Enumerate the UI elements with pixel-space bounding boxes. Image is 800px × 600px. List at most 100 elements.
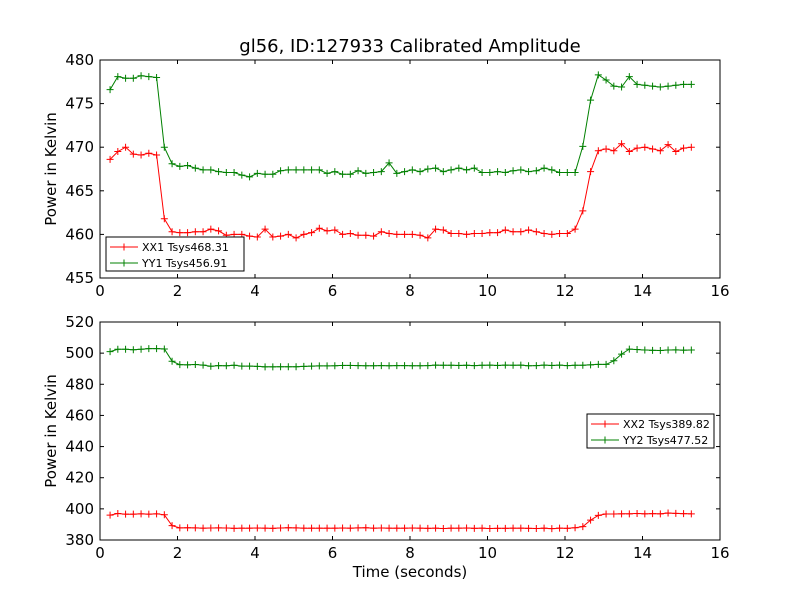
- bottom-data-point: [447, 361, 455, 369]
- top-data-point: [687, 80, 695, 88]
- top-x-tick-label: 6: [328, 282, 338, 300]
- top-series-line-0: [109, 143, 692, 239]
- bottom-data-point: [556, 361, 564, 369]
- top-data-point: [292, 234, 300, 242]
- bottom-data-point: [331, 524, 339, 532]
- bottom-data-point: [470, 524, 478, 532]
- top-data-point: [610, 147, 618, 155]
- top-data-point: [532, 228, 540, 236]
- top-data-point: [308, 166, 316, 174]
- bottom-y-axis-label: Power in Kelvin: [42, 374, 60, 488]
- bottom-data-point: [680, 510, 688, 518]
- bottom-data-point: [486, 524, 494, 532]
- bottom-data-point: [517, 361, 525, 369]
- top-data-point: [416, 168, 424, 176]
- bottom-data-point: [354, 524, 362, 532]
- bottom-data-point: [579, 523, 587, 531]
- top-data-point: [331, 226, 339, 234]
- top-data-point: [470, 164, 478, 172]
- top-data-point: [300, 230, 308, 238]
- top-data-point: [153, 151, 161, 159]
- bottom-data-point: [625, 510, 633, 518]
- top-data-point: [439, 226, 447, 234]
- top-data-point: [315, 224, 323, 232]
- top-data-point: [284, 166, 292, 174]
- top-data-point: [463, 166, 471, 174]
- bottom-data-point: [191, 361, 199, 369]
- top-data-point: [176, 229, 184, 237]
- bottom-data-point: [594, 511, 602, 519]
- top-data-point: [571, 225, 579, 233]
- bottom-data-point: [261, 524, 269, 532]
- top-data-point: [494, 168, 502, 176]
- bottom-data-point: [137, 345, 145, 353]
- top-data-point: [447, 230, 455, 238]
- bottom-data-point: [339, 361, 347, 369]
- bottom-data-point: [385, 362, 393, 370]
- bottom-data-point: [137, 510, 145, 518]
- bottom-data-point: [238, 524, 246, 532]
- top-data-point: [292, 166, 300, 174]
- top-data-point: [230, 168, 238, 176]
- bottom-data-point: [393, 524, 401, 532]
- top-data-point: [184, 162, 192, 170]
- bottom-data-point: [284, 524, 292, 532]
- top-data-point: [563, 168, 571, 176]
- bottom-data-point: [416, 524, 424, 532]
- top-data-point: [106, 86, 114, 94]
- bottom-y-tick-label: 440: [65, 438, 94, 456]
- bottom-data-point: [184, 361, 192, 369]
- bottom-data-point: [672, 346, 680, 354]
- bottom-data-point: [641, 346, 649, 354]
- top-data-point: [269, 233, 277, 241]
- bottom-data-point: [455, 524, 463, 532]
- bottom-data-point: [563, 524, 571, 532]
- bottom-data-point: [377, 362, 385, 370]
- chart-bottom: 0 2 4 6 8 10 12 14 16 380 400 420 440 460 480 500 520 Pow…: [42, 313, 730, 581]
- bottom-data-point: [610, 357, 618, 365]
- top-legend-marker: [120, 259, 128, 267]
- top-data-point: [199, 228, 207, 236]
- top-data-point: [463, 230, 471, 238]
- top-data-point: [137, 72, 145, 80]
- bottom-legend: XX2 Tsys389.82 YY2 Tsys477.52: [586, 413, 715, 449]
- bottom-data-point: [215, 524, 223, 532]
- bottom-legend-marker: [601, 420, 609, 428]
- top-legend-label: YY1 Tsys456.91: [141, 257, 227, 270]
- top-data-point: [486, 229, 494, 237]
- bottom-data-point: [261, 363, 269, 371]
- top-data-point: [199, 166, 207, 174]
- chart-top: 0 2 4 6 8 10 12 14 16 455 460 465 470 475 480 gl56, ID:…: [42, 36, 730, 300]
- bottom-data-point: [494, 361, 502, 369]
- bottom-x-tick-label: 2: [173, 544, 183, 562]
- bottom-data-point: [362, 362, 370, 370]
- bottom-series-line-1: [109, 348, 692, 368]
- bottom-data-point: [153, 510, 161, 518]
- top-data-point: [191, 228, 199, 236]
- bottom-data-point: [145, 510, 153, 518]
- bottom-data-point: [222, 362, 230, 370]
- top-data-point: [494, 229, 502, 237]
- bottom-y-tick-label: 480: [65, 375, 94, 393]
- bottom-data-point: [168, 357, 176, 365]
- top-data-point: [656, 83, 664, 91]
- bottom-data-point: [269, 524, 277, 532]
- top-data-point: [246, 173, 254, 181]
- top-data-point: [122, 74, 130, 82]
- bottom-data-point: [315, 362, 323, 370]
- bottom-data-point: [230, 524, 238, 532]
- top-data-point: [680, 80, 688, 88]
- top-data-point: [625, 73, 633, 81]
- top-data-point: [160, 215, 168, 223]
- bottom-data-point: [424, 524, 432, 532]
- top-y-tick-label: 455: [65, 269, 94, 287]
- top-data-point: [354, 231, 362, 239]
- top-data-point: [323, 227, 331, 235]
- bottom-data-point: [199, 524, 207, 532]
- top-data-point: [246, 232, 254, 240]
- bottom-data-point: [587, 361, 595, 369]
- top-data-point: [300, 166, 308, 174]
- top-data-point: [478, 168, 486, 176]
- bottom-data-point: [416, 362, 424, 370]
- top-y-tick-label: 460: [65, 225, 94, 243]
